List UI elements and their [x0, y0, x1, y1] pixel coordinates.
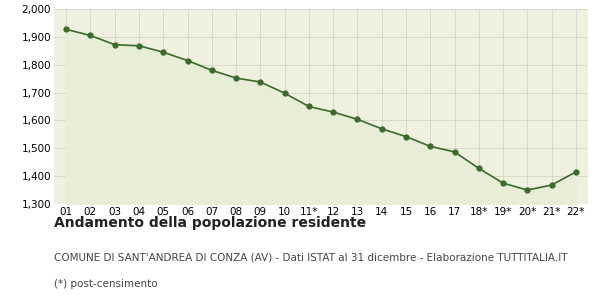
Text: COMUNE DI SANT'ANDREA DI CONZA (AV) - Dati ISTAT al 31 dicembre - Elaborazione T: COMUNE DI SANT'ANDREA DI CONZA (AV) - Da…: [54, 252, 568, 262]
Text: (*) post-censimento: (*) post-censimento: [54, 279, 158, 289]
Text: Andamento della popolazione residente: Andamento della popolazione residente: [54, 216, 366, 230]
